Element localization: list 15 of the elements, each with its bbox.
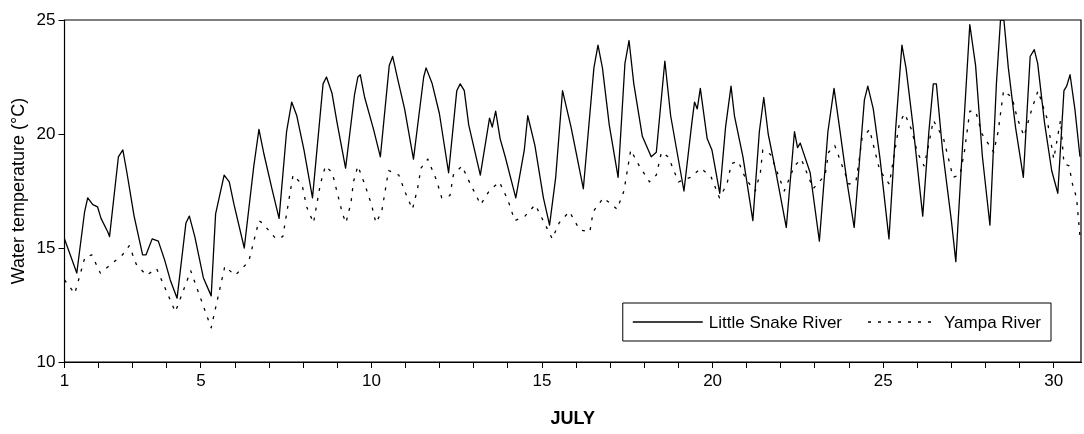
x-axis-title: JULY	[550, 408, 595, 429]
x-tick-label: 5	[196, 370, 206, 390]
y-axis-title: Water temperature (°C)	[7, 97, 28, 285]
x-tick-label: 15	[532, 370, 552, 390]
x-tick-label: 25	[873, 370, 893, 390]
legend-label: Yampa River	[944, 312, 1042, 332]
y-tick-label: 15	[36, 237, 56, 257]
y-tick-label: 10	[36, 351, 56, 371]
x-tick-label: 30	[1044, 370, 1064, 390]
x-tick-label: 10	[362, 370, 381, 390]
x-tick-label: 1	[59, 370, 70, 390]
x-tick-label: 20	[703, 370, 723, 390]
legend-label: Little Snake River	[708, 312, 843, 332]
y-tick-label: 20	[36, 123, 56, 143]
y-tick-label: 25	[36, 9, 56, 29]
